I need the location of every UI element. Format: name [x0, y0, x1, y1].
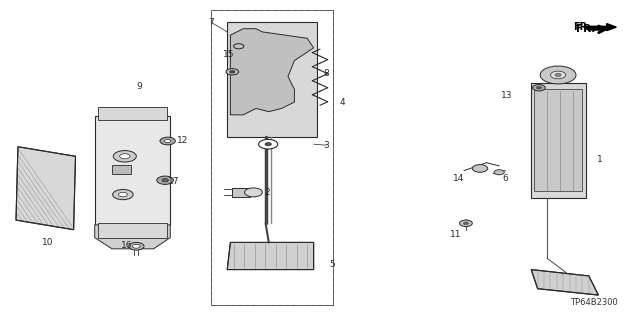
Bar — [98, 107, 167, 120]
Text: 2: 2 — [265, 189, 270, 197]
Circle shape — [157, 176, 173, 184]
Text: 3: 3 — [324, 141, 329, 150]
Circle shape — [113, 189, 133, 200]
Circle shape — [463, 222, 468, 225]
Bar — [531, 83, 586, 198]
Text: FR.: FR. — [576, 24, 595, 34]
Circle shape — [164, 139, 171, 143]
Text: 11: 11 — [450, 230, 461, 239]
Circle shape — [259, 139, 278, 149]
Circle shape — [230, 70, 235, 73]
Circle shape — [118, 192, 127, 197]
Text: 12: 12 — [177, 136, 188, 145]
Circle shape — [113, 151, 136, 162]
Text: 6: 6 — [503, 174, 508, 183]
Circle shape — [132, 244, 140, 248]
Circle shape — [540, 66, 576, 84]
Polygon shape — [227, 242, 314, 270]
Circle shape — [226, 69, 239, 75]
Circle shape — [160, 137, 175, 145]
Circle shape — [162, 179, 168, 182]
Text: 8: 8 — [324, 69, 329, 78]
Bar — [211, 10, 333, 305]
Text: 10: 10 — [42, 238, 54, 247]
Bar — [211, 10, 333, 305]
Polygon shape — [531, 270, 598, 295]
Circle shape — [234, 44, 244, 49]
Text: 16: 16 — [121, 241, 132, 250]
Circle shape — [265, 143, 271, 146]
Circle shape — [494, 170, 504, 175]
Circle shape — [460, 220, 472, 226]
Circle shape — [550, 71, 566, 79]
Bar — [227, 22, 317, 137]
Text: 13: 13 — [501, 91, 513, 100]
Polygon shape — [95, 225, 170, 249]
Text: 7: 7 — [209, 18, 214, 27]
Bar — [98, 223, 167, 238]
Text: 1: 1 — [598, 155, 603, 164]
Text: TP64B2300: TP64B2300 — [570, 298, 618, 307]
Text: 14: 14 — [452, 174, 464, 183]
Circle shape — [532, 85, 545, 91]
Polygon shape — [16, 147, 76, 230]
Circle shape — [536, 86, 541, 89]
Circle shape — [120, 154, 130, 159]
Text: 15: 15 — [223, 50, 235, 59]
Circle shape — [472, 165, 488, 172]
Bar — [232, 188, 250, 197]
Text: 17: 17 — [168, 177, 180, 186]
Text: 4: 4 — [340, 98, 345, 107]
Text: 5: 5 — [330, 260, 335, 269]
FancyArrow shape — [586, 24, 616, 31]
Text: 9: 9 — [137, 82, 142, 91]
Text: FR.: FR. — [573, 22, 591, 32]
Bar — [534, 89, 582, 191]
Circle shape — [555, 73, 561, 77]
Bar — [112, 165, 131, 174]
Circle shape — [129, 242, 144, 250]
Bar — [95, 116, 170, 225]
Polygon shape — [230, 29, 314, 115]
Circle shape — [244, 188, 262, 197]
